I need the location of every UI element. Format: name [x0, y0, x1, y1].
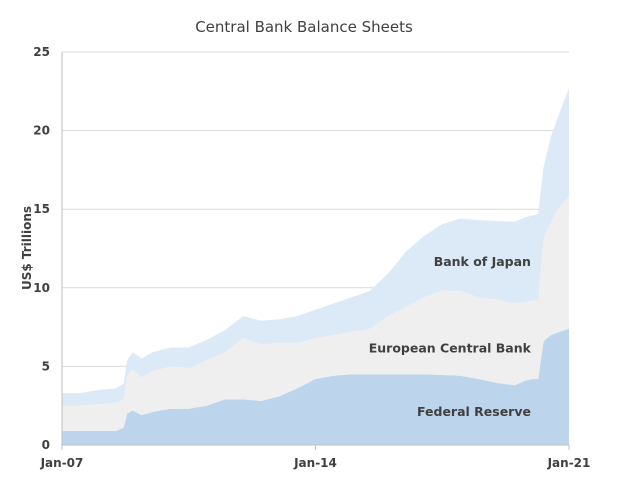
y-axis-label: US$ Trillions	[20, 206, 34, 290]
area-bank-of-japan	[62, 88, 569, 406]
chart-title: Central Bank Balance Sheets	[195, 18, 413, 36]
series-label-federal-reserve: Federal Reserve	[417, 404, 531, 419]
series-label-european-central-bank: European Central Bank	[369, 340, 532, 355]
area-european-central-bank	[62, 196, 569, 431]
area-series	[62, 88, 569, 445]
y-tick-label: 15	[33, 202, 50, 216]
y-tick-label: 20	[33, 124, 50, 138]
series-labels: Federal Reserve European Central Bank Bank…	[369, 254, 532, 419]
area-federal-reserve	[62, 328, 569, 445]
y-tick-label: 25	[33, 45, 50, 59]
x-tick-label: Jan-21	[547, 456, 591, 470]
axes	[61, 52, 570, 450]
y-tick-label: 5	[42, 359, 50, 373]
x-tick-label: Jan-07	[40, 456, 84, 470]
x-tick-label: Jan-14	[293, 456, 337, 470]
y-tick-labels: 0 5 10 15 20 25	[33, 45, 50, 452]
series-label-bank-of-japan: Bank of Japan	[434, 254, 531, 269]
x-tick-labels: Jan-07 Jan-14 Jan-21	[40, 456, 591, 470]
y-tick-label: 0	[42, 438, 50, 452]
y-tick-label: 10	[33, 281, 50, 295]
